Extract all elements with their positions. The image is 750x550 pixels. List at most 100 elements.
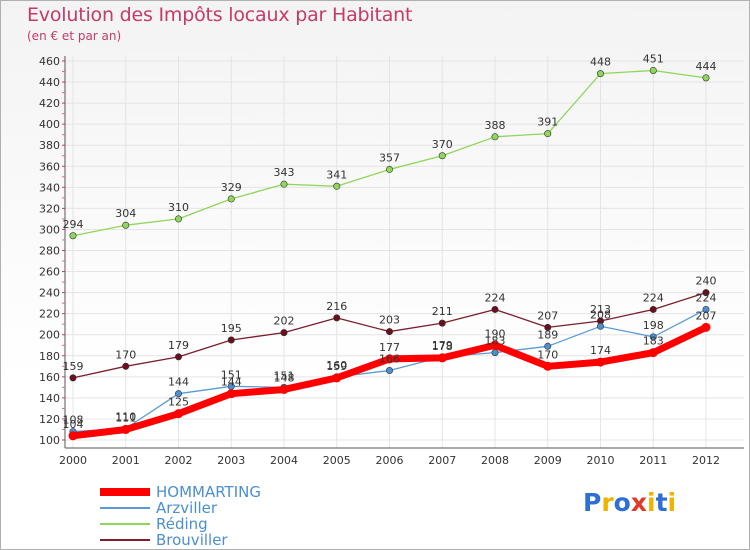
x-tick-label: 2006 xyxy=(376,454,404,467)
data-point xyxy=(490,340,500,350)
data-label: 159 xyxy=(63,360,84,373)
y-tick-label: 420 xyxy=(39,97,60,110)
y-tick-label: 340 xyxy=(39,181,60,194)
data-point xyxy=(121,424,131,434)
data-point xyxy=(385,354,394,364)
data-label: 190 xyxy=(485,327,506,340)
data-point xyxy=(491,349,499,357)
data-label: 189 xyxy=(537,328,558,341)
legend-label-hommarting: HOMMARTING xyxy=(156,483,261,501)
data-label: 179 xyxy=(432,339,453,352)
y-tick-label: 140 xyxy=(39,392,60,405)
x-tick-label: 2010 xyxy=(587,454,615,467)
data-point xyxy=(122,221,130,229)
data-label: 240 xyxy=(696,275,717,288)
chart-subtitle: (en € et par an) xyxy=(27,29,122,43)
legend-swatch-arzviller xyxy=(100,507,150,509)
y-tick-label: 180 xyxy=(39,350,60,363)
data-label: 178 xyxy=(432,340,453,353)
data-point xyxy=(385,367,393,375)
data-point xyxy=(649,66,657,74)
logo-letter: r xyxy=(601,488,614,517)
logo-letter: x xyxy=(630,488,647,517)
y-tick-label: 280 xyxy=(39,245,60,258)
data-label: 216 xyxy=(326,300,347,313)
legend-swatch-reding xyxy=(100,523,150,525)
data-point xyxy=(544,342,552,350)
data-label: 329 xyxy=(221,181,242,194)
logo-letter: i xyxy=(667,488,677,517)
data-point xyxy=(596,322,604,330)
data-label: 144 xyxy=(221,376,242,389)
data-point xyxy=(702,289,710,297)
data-label: 108 xyxy=(63,414,84,427)
data-label: 125 xyxy=(168,396,189,409)
data-label: 160 xyxy=(326,359,347,372)
x-tick-label: 2009 xyxy=(534,454,562,467)
data-label: 211 xyxy=(432,305,453,318)
data-label: 391 xyxy=(537,116,558,129)
data-point xyxy=(68,431,78,441)
data-label: 357 xyxy=(379,151,400,164)
data-label: 213 xyxy=(590,303,611,316)
y-tick-label: 320 xyxy=(39,202,60,215)
data-point xyxy=(596,70,604,78)
data-point xyxy=(701,322,711,332)
data-label: 195 xyxy=(221,322,242,335)
data-label: 451 xyxy=(643,52,664,65)
y-tick-label: 460 xyxy=(39,55,60,68)
y-tick-label: 200 xyxy=(39,329,60,342)
legend-item-hommarting: HOMMARTING xyxy=(100,483,340,501)
logo-letter: i xyxy=(647,488,656,517)
data-label: 343 xyxy=(274,166,295,179)
data-label: 203 xyxy=(379,314,400,327)
data-point xyxy=(280,329,288,337)
data-point xyxy=(333,314,341,322)
data-point xyxy=(491,133,499,141)
data-label: 294 xyxy=(63,218,84,231)
data-point xyxy=(438,319,446,327)
x-tick-label: 2003 xyxy=(217,454,245,467)
data-point xyxy=(491,305,499,313)
y-tick-label: 360 xyxy=(39,160,60,173)
data-label: 110 xyxy=(115,410,136,423)
y-tick-label: 220 xyxy=(39,308,60,321)
data-label: 174 xyxy=(590,344,611,357)
y-tick-label: 260 xyxy=(39,266,60,279)
x-tick-label: 2005 xyxy=(323,454,351,467)
data-label: 448 xyxy=(590,56,611,69)
legend: HOMMARTING Arzviller Réding Brouviller xyxy=(100,483,340,549)
data-label: 388 xyxy=(485,119,506,132)
data-label: 183 xyxy=(485,335,506,348)
data-label: 310 xyxy=(168,201,189,214)
data-point xyxy=(437,353,447,363)
data-label: 104 xyxy=(63,418,84,431)
data-point xyxy=(385,165,393,173)
data-point xyxy=(333,182,341,190)
legend-label-reding: Réding xyxy=(156,515,208,533)
data-point xyxy=(648,348,658,358)
data-point xyxy=(122,362,130,370)
data-label: 177 xyxy=(379,341,400,354)
data-label: 207 xyxy=(537,309,558,322)
y-tick-label: 300 xyxy=(39,223,60,236)
x-tick-label: 2012 xyxy=(692,454,720,467)
x-tick-label: 2002 xyxy=(165,454,193,467)
data-label: 170 xyxy=(115,348,136,361)
data-point xyxy=(227,336,235,344)
data-label: 304 xyxy=(115,207,136,220)
data-point xyxy=(649,305,657,313)
legend-swatch-brouviller xyxy=(100,539,150,541)
data-point xyxy=(175,353,183,361)
data-label: 207 xyxy=(696,309,717,322)
data-point xyxy=(280,180,288,188)
data-label: 151 xyxy=(274,369,295,382)
data-label: 198 xyxy=(643,319,664,332)
data-point xyxy=(175,390,183,398)
data-point xyxy=(438,152,446,160)
data-point xyxy=(649,333,657,341)
data-label: 208 xyxy=(590,308,611,321)
data-label: 148 xyxy=(274,371,295,384)
x-tick-label: 2007 xyxy=(428,454,456,467)
